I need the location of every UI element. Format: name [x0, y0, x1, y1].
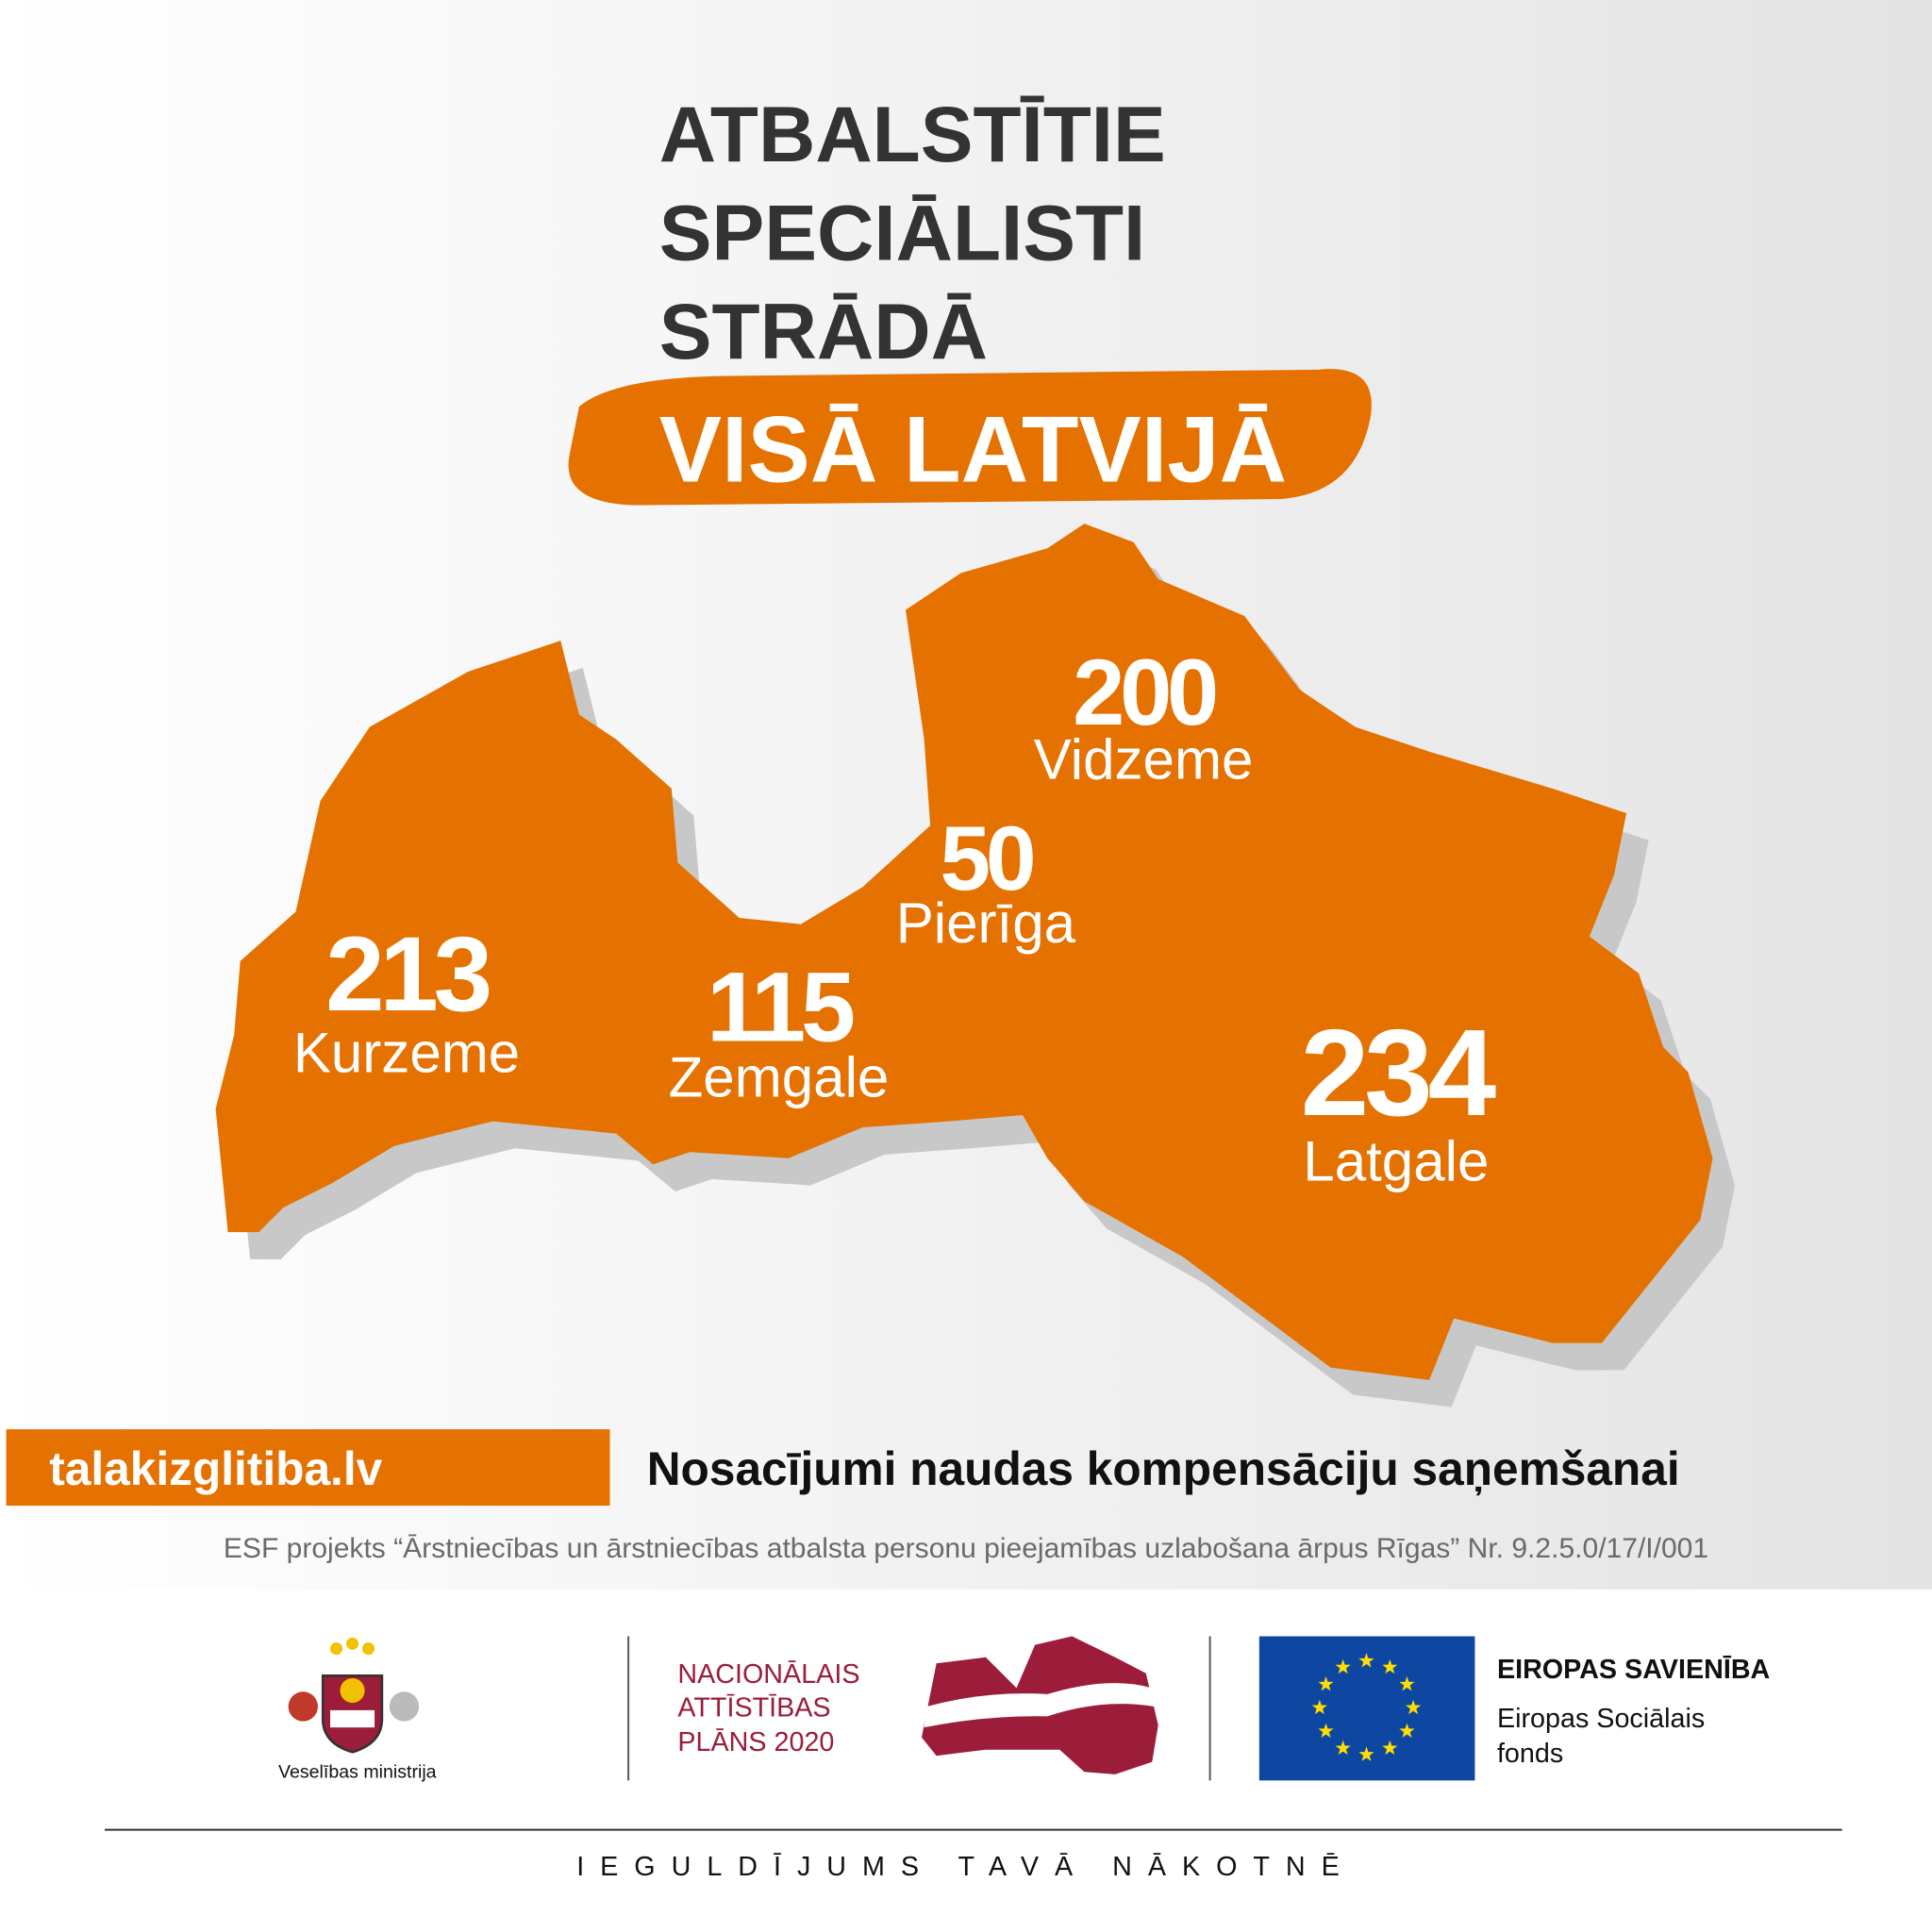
link-bar: [6, 1429, 610, 1507]
eu-star: [1382, 1658, 1398, 1674]
coat-star: [362, 1642, 375, 1656]
eu-star: [1311, 1699, 1327, 1715]
coat-sun: [340, 1677, 365, 1704]
eu-stars: [1311, 1653, 1422, 1761]
region-value: 50: [940, 808, 1033, 909]
region-value: 234: [1301, 1004, 1496, 1141]
eu-star: [1358, 1746, 1374, 1761]
map: [215, 524, 1736, 1407]
eu-star: [1358, 1653, 1374, 1668]
plan-line: NACIONĀLAIS: [677, 1659, 859, 1690]
region-value: 115: [707, 953, 854, 1063]
highlight-text: VISĀ LATVIJĀ: [659, 398, 1287, 503]
ministry-name: Veselības ministrija: [278, 1762, 437, 1783]
highlight-blob: [568, 369, 1372, 506]
region-name: Pierīga: [896, 891, 1076, 955]
plan-line: PLĀNS 2020: [677, 1727, 834, 1757]
title-line: SPECIĀLISTI: [659, 189, 1145, 277]
eu-star: [1406, 1699, 1422, 1715]
coat-stripe: [330, 1709, 375, 1728]
link-caption: Nosacījumi naudas kompensāciju saņemšana…: [647, 1442, 1680, 1495]
plan-logo: NACIONĀLAIS ATTĪSTĪBAS PLĀNS 2020: [677, 1636, 1158, 1774]
eu-star: [1382, 1740, 1398, 1756]
eu-star: [1399, 1675, 1415, 1691]
region-name: Kurzeme: [293, 1021, 520, 1084]
region-name: Latgale: [1303, 1129, 1489, 1192]
region-name: Zemgale: [669, 1045, 890, 1108]
coat-star: [346, 1637, 359, 1650]
ministry-logo: Veselības ministrija: [278, 1637, 437, 1783]
project-note: ESF projekts “Ārstniecības un ārstniecīb…: [224, 1533, 1708, 1564]
coat-griffin: [389, 1691, 420, 1722]
logo-panel: [0, 1589, 1932, 1932]
eu-star: [1335, 1740, 1351, 1756]
plan-line: ATTĪSTĪBAS: [677, 1692, 830, 1723]
region-value: 213: [325, 914, 489, 1033]
eu-fund: fonds: [1497, 1739, 1563, 1769]
link: talakizglitiba.lv: [49, 1442, 382, 1495]
eu-star: [1318, 1675, 1334, 1691]
coat-lion: [288, 1691, 318, 1722]
eu-title: EIROPAS SAVIENĪBA: [1497, 1655, 1770, 1685]
eu-star: [1335, 1658, 1351, 1674]
coat-star: [330, 1642, 343, 1656]
eu-star: [1399, 1723, 1415, 1739]
plan-stripe: [924, 1683, 1155, 1728]
title-line: ATBALSTĪTIE: [659, 90, 1166, 178]
map-shape: [215, 524, 1713, 1380]
region-value: 200: [1073, 641, 1216, 745]
title: ATBALSTĪTIE SPECIĀLISTI STRĀDĀ: [659, 90, 1166, 375]
footer-slogan: IEGULDĪJUMS TAVĀ NĀKOTNĒ: [576, 1852, 1356, 1882]
eu-star: [1318, 1723, 1334, 1739]
title-line: STRĀDĀ: [659, 287, 988, 375]
eu-fund: Eiropas Sociālais: [1497, 1704, 1705, 1734]
region-name: Vidzeme: [1034, 727, 1254, 791]
